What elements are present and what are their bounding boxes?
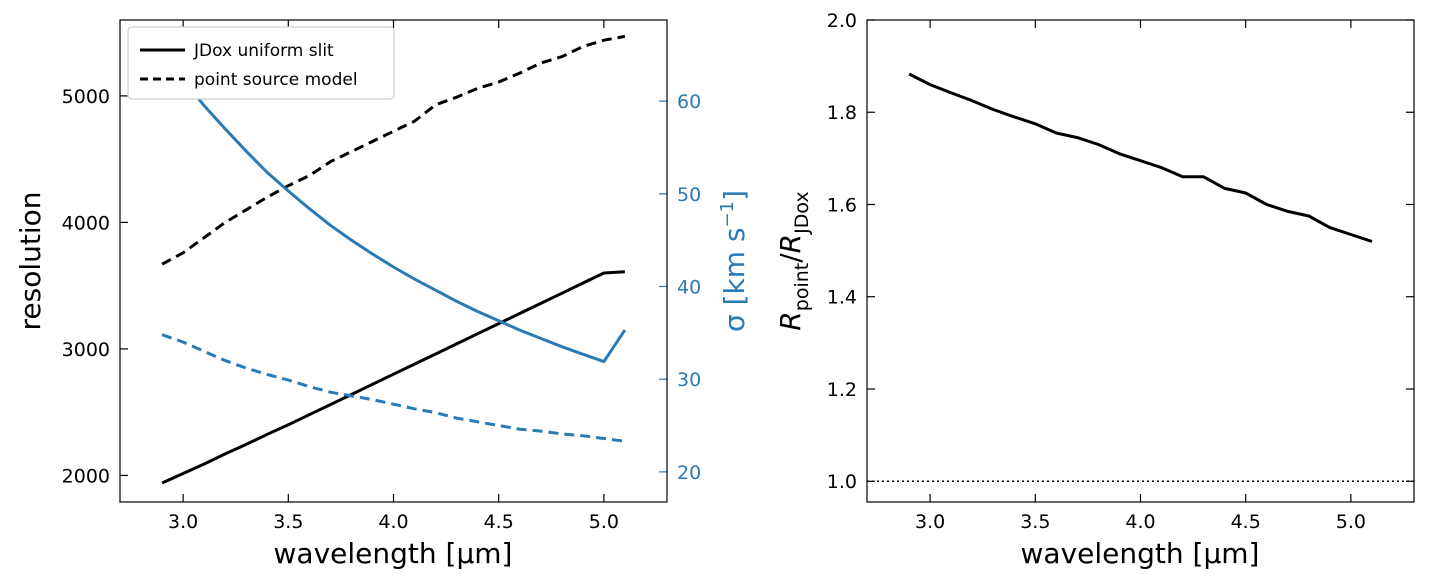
ratio-label-R: R bbox=[774, 311, 807, 330]
ratio-x-tick-label: 3.0 bbox=[915, 511, 945, 533]
right-panel: 3.0 3.5 4.0 4.5 5.0 1.0 1.2 1.4 1.6 1.8 2.0 wavele… bbox=[774, 10, 1415, 570]
legend-box bbox=[127, 26, 395, 100]
ratio-label-R2: R bbox=[774, 234, 807, 253]
ratio-y-tick-label: 2.0 bbox=[827, 10, 857, 32]
sigma-label-main: σ [km s bbox=[718, 227, 751, 332]
ratio-y-tick-label: 1.6 bbox=[827, 194, 857, 216]
right-y-tick-label: 50 bbox=[677, 184, 701, 206]
left-x-tick-label: 4.0 bbox=[378, 511, 408, 533]
right-plot-frame bbox=[866, 19, 1415, 503]
left-y-tick-label: 4000 bbox=[62, 212, 110, 234]
legend-label-point: point source model bbox=[194, 70, 358, 90]
left-x-tick-label: 4.5 bbox=[484, 511, 514, 533]
legend: JDox uniform slit point source model bbox=[127, 26, 395, 100]
left-ticks: 3.0 3.5 4.0 4.5 5.0 2000 3000 4000 5000 20 30 40 50 6… bbox=[62, 20, 701, 533]
series-line-jdox-uniform-slit bbox=[161, 270, 625, 485]
ratio-x-tick-label: 3.5 bbox=[1020, 511, 1050, 533]
right-y-axis-label: Rpoint/RJDox bbox=[774, 191, 813, 330]
ratio-label-slash: / bbox=[774, 253, 807, 263]
left-series bbox=[160, 34, 627, 485]
ratio-y-tick-label: 1.0 bbox=[827, 471, 857, 493]
right-y-tick-label: 20 bbox=[677, 462, 701, 484]
right-ticks: 3.0 3.5 4.0 4.5 5.0 1.0 1.2 1.4 1.6 1.8 2.0 bbox=[827, 10, 1414, 533]
ratio-x-tick-label: 4.5 bbox=[1231, 511, 1261, 533]
series-line-ratio bbox=[908, 72, 1373, 243]
left-y-tick-label: 5000 bbox=[62, 86, 110, 108]
ratio-x-tick-label: 5.0 bbox=[1336, 511, 1366, 533]
ratio-x-tick-label: 4.0 bbox=[1125, 511, 1155, 533]
ratio-label-sub-jdox: JDox bbox=[791, 191, 813, 235]
left-x-tick-label: 5.0 bbox=[589, 511, 619, 533]
left-x-axis-label: wavelength [μm] bbox=[274, 537, 513, 570]
right-y-axis-label-sigma: σ [km s−1] bbox=[717, 190, 751, 332]
left-y-tick-label: 2000 bbox=[62, 465, 110, 487]
right-y-tick-label: 40 bbox=[677, 276, 701, 298]
series-line-sigma-uniform-slit bbox=[160, 49, 627, 364]
right-y-tick-label: 60 bbox=[677, 91, 701, 113]
left-x-tick-label: 3.5 bbox=[273, 511, 303, 533]
left-plot-frame bbox=[119, 19, 668, 503]
right-series bbox=[867, 72, 1414, 482]
ratio-y-tick-label: 1.8 bbox=[827, 102, 857, 124]
sigma-label-sup: −1 bbox=[717, 201, 738, 228]
series-line-point-source-model bbox=[161, 34, 626, 266]
ratio-y-tick-label: 1.2 bbox=[827, 379, 857, 401]
right-y-tick-label: 30 bbox=[677, 369, 701, 391]
ratio-y-tick-label: 1.4 bbox=[827, 287, 857, 309]
series-line-sigma-point-source bbox=[161, 333, 626, 443]
legend-label-jdox: JDox uniform slit bbox=[193, 41, 334, 61]
left-panel: 3.0 3.5 4.0 4.5 5.0 2000 3000 4000 5000 20 30 40 50 6… bbox=[14, 19, 751, 570]
left-x-tick-label: 3.0 bbox=[168, 511, 198, 533]
left-y-axis-label: resolution bbox=[14, 191, 47, 330]
left-y-tick-label: 3000 bbox=[62, 339, 110, 361]
right-x-axis-label: wavelength [μm] bbox=[1021, 537, 1260, 570]
sigma-label-end: ] bbox=[718, 190, 751, 201]
ratio-label-sub-point: point bbox=[791, 263, 813, 311]
